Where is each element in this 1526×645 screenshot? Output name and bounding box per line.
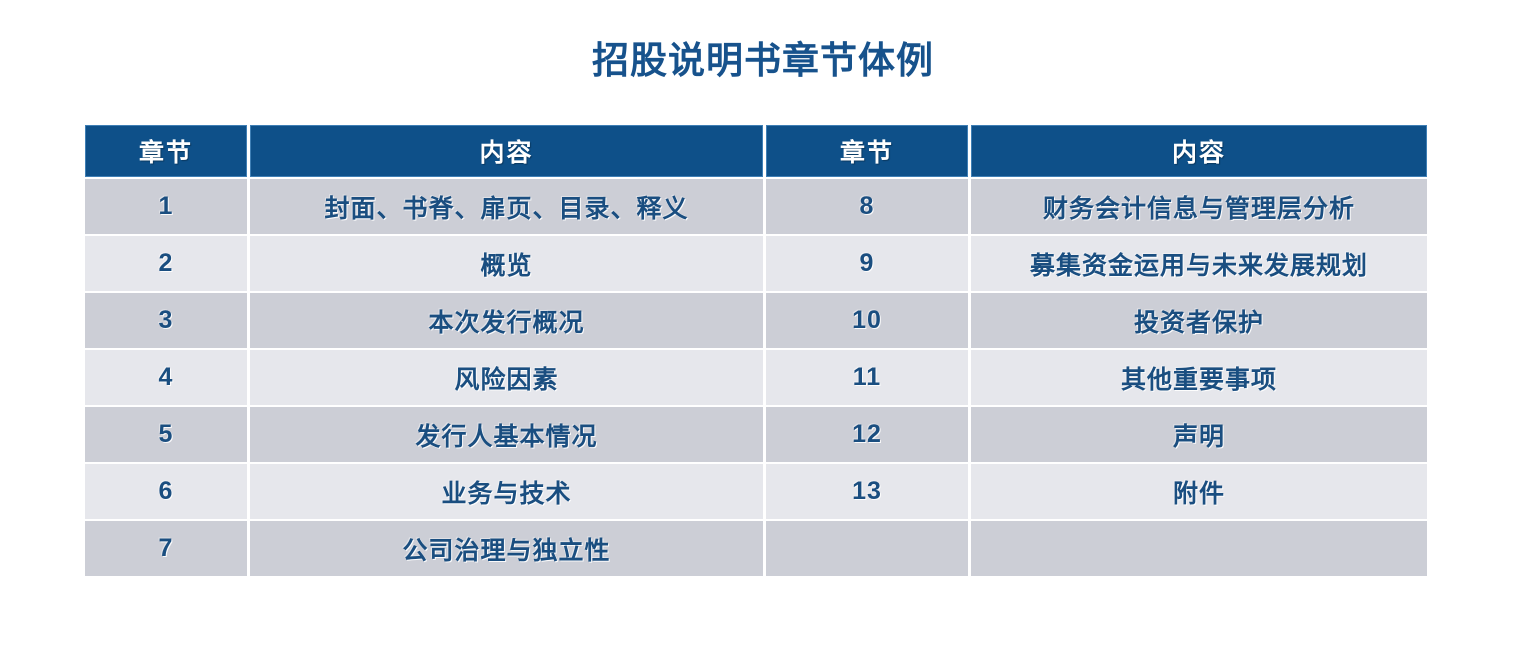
page-title: 招股说明书章节体例 bbox=[592, 40, 934, 81]
cell-chapter-number: 13 bbox=[766, 464, 968, 519]
table-row: 1 封面、书脊、扉页、目录、释义 8 财务会计信息与管理层分析 bbox=[85, 179, 1427, 234]
chapter-structure-table: 章节 内容 章节 内容 1 封面、书脊、扉页、目录、释义 8 财务会计信息与管理… bbox=[82, 123, 1430, 578]
cell-chapter-content: 投资者保护 bbox=[971, 293, 1427, 348]
cell-chapter-content: 本次发行概况 bbox=[250, 293, 763, 348]
cell-empty bbox=[971, 521, 1427, 576]
column-header-chapter-left: 章节 bbox=[85, 125, 247, 177]
cell-chapter-content: 业务与技术 bbox=[250, 464, 763, 519]
table-row: 5 发行人基本情况 12 声明 bbox=[85, 407, 1427, 462]
cell-chapter-content: 声明 bbox=[971, 407, 1427, 462]
table-row: 7 公司治理与独立性 bbox=[85, 521, 1427, 576]
table-header-row: 章节 内容 章节 内容 bbox=[85, 125, 1427, 177]
cell-chapter-number: 3 bbox=[85, 293, 247, 348]
chapter-table-container: 章节 内容 章节 内容 1 封面、书脊、扉页、目录、释义 8 财务会计信息与管理… bbox=[85, 123, 1427, 578]
cell-chapter-number: 8 bbox=[766, 179, 968, 234]
cell-chapter-number: 11 bbox=[766, 350, 968, 405]
cell-chapter-content: 发行人基本情况 bbox=[250, 407, 763, 462]
cell-chapter-number: 7 bbox=[85, 521, 247, 576]
table-row: 4 风险因素 11 其他重要事项 bbox=[85, 350, 1427, 405]
cell-chapter-number: 6 bbox=[85, 464, 247, 519]
cell-chapter-content: 概览 bbox=[250, 236, 763, 291]
cell-chapter-number: 1 bbox=[85, 179, 247, 234]
cell-chapter-number: 2 bbox=[85, 236, 247, 291]
cell-chapter-content: 募集资金运用与未来发展规划 bbox=[971, 236, 1427, 291]
cell-chapter-number: 5 bbox=[85, 407, 247, 462]
cell-chapter-number: 12 bbox=[766, 407, 968, 462]
table-row: 6 业务与技术 13 附件 bbox=[85, 464, 1427, 519]
table-row: 3 本次发行概况 10 投资者保护 bbox=[85, 293, 1427, 348]
cell-chapter-content: 财务会计信息与管理层分析 bbox=[971, 179, 1427, 234]
cell-empty bbox=[766, 521, 968, 576]
column-header-chapter-right: 章节 bbox=[766, 125, 968, 177]
column-header-content-left: 内容 bbox=[250, 125, 763, 177]
cell-chapter-content: 封面、书脊、扉页、目录、释义 bbox=[250, 179, 763, 234]
table-row: 2 概览 9 募集资金运用与未来发展规划 bbox=[85, 236, 1427, 291]
cell-chapter-content: 风险因素 bbox=[250, 350, 763, 405]
cell-chapter-content: 公司治理与独立性 bbox=[250, 521, 763, 576]
cell-chapter-number: 9 bbox=[766, 236, 968, 291]
cell-chapter-content: 其他重要事项 bbox=[971, 350, 1427, 405]
cell-chapter-content: 附件 bbox=[971, 464, 1427, 519]
cell-chapter-number: 4 bbox=[85, 350, 247, 405]
cell-chapter-number: 10 bbox=[766, 293, 968, 348]
column-header-content-right: 内容 bbox=[971, 125, 1427, 177]
